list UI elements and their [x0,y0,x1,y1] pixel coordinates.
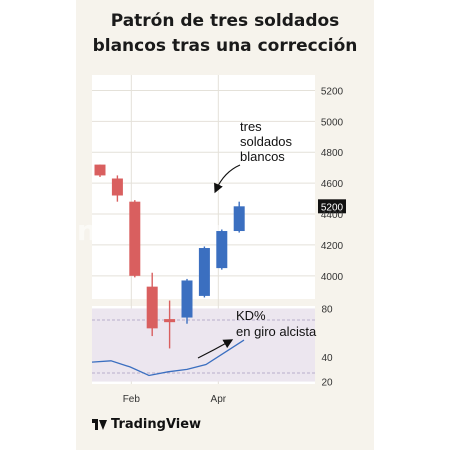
annotation-kd-arrow [197,339,234,359]
candle [146,272,158,337]
annotation-soldiers-arrow [214,164,241,194]
annotation-kd-1: KD% [236,308,266,323]
tradingview-icon [92,419,107,430]
price-tick-label: 4400 [321,210,344,221]
kd-tick-label: 20 [321,378,333,389]
candles [94,164,245,349]
candle [129,200,141,278]
brand-name: TradingView [111,417,202,432]
candle [164,300,176,349]
kd-tick-label: 80 [321,304,333,315]
time-tick-label: Feb [123,394,141,405]
kd-line [91,339,245,377]
candle [233,201,245,233]
price-tag: 5200 [321,202,344,213]
kd-band [92,308,315,382]
tradingview-logo: TradingView [92,417,201,432]
price-tick-label: 4200 [321,241,344,252]
candle [181,278,193,324]
price-tick-label: 4800 [321,148,344,159]
candle [94,164,106,177]
annotation-soldiers-1: tres [240,119,262,134]
annotation-soldiers-3: blancos [240,149,285,164]
price-tick-label: 5000 [321,117,344,128]
candle [111,175,123,202]
time-tick-label: Apr [211,394,227,405]
kd-tick-label: 40 [321,353,333,364]
chart-title-line1: Patrón de tres soldados [110,11,340,31]
candle [198,246,210,298]
price-tick-label: 4600 [321,179,344,190]
price-tag-bg [318,199,346,214]
candle [216,229,228,270]
price-tick-label: 5200 [321,86,344,97]
price-tick-label: 4000 [321,272,344,283]
annotation-soldiers-2: soldados [240,134,293,149]
time-axis: Feb Apr [123,394,227,405]
chart-title-line2: blancos tras una corrección [92,36,358,56]
annotation-kd-2: en giro alcista [236,324,317,339]
watermark: InvertirEnBolsa [67,214,310,247]
kd-axis: 80 40 20 [321,304,333,388]
